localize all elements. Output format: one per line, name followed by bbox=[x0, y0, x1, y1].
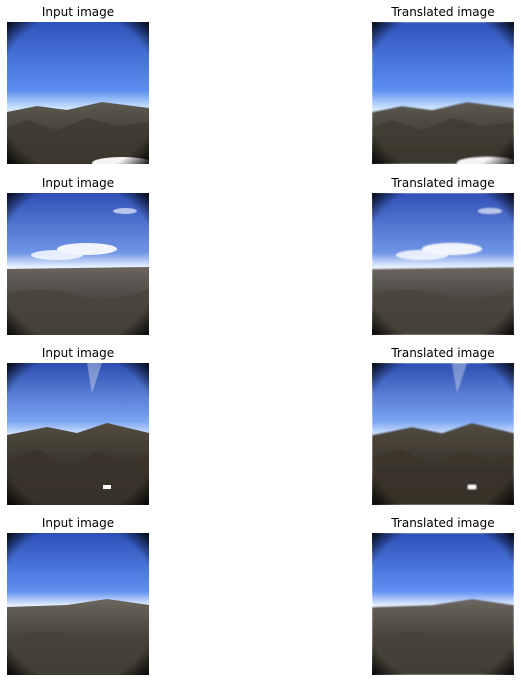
input-image-title: Input image bbox=[41, 516, 115, 530]
input-image bbox=[7, 193, 149, 335]
output-image-title: Translated image bbox=[391, 176, 495, 190]
output-image bbox=[372, 193, 514, 335]
output-image-title: Translated image bbox=[391, 5, 495, 19]
input-image-title: Input image bbox=[41, 346, 115, 360]
input-image-title: Input image bbox=[41, 5, 115, 19]
input-image bbox=[7, 363, 149, 505]
output-image bbox=[372, 22, 514, 164]
output-image bbox=[372, 363, 514, 505]
output-image-title: Translated image bbox=[391, 346, 495, 360]
input-image bbox=[7, 533, 149, 675]
input-image bbox=[7, 22, 149, 164]
input-image-title: Input image bbox=[41, 176, 115, 190]
output-image-title: Translated image bbox=[391, 516, 495, 530]
output-image bbox=[372, 533, 514, 675]
